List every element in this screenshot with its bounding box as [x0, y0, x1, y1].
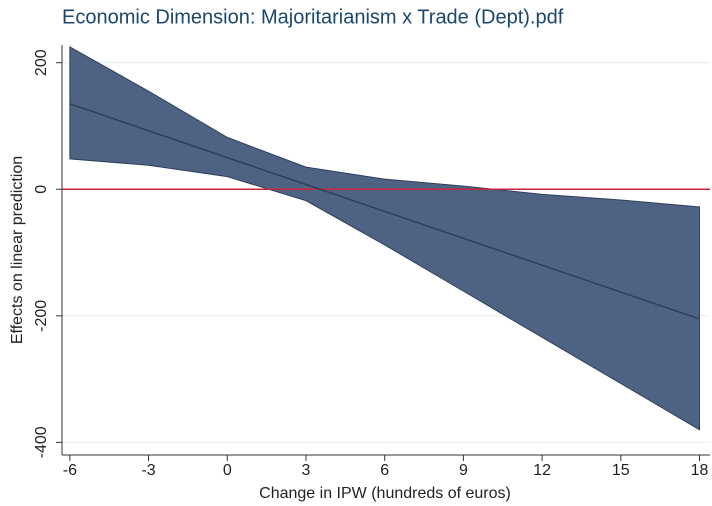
x-tick-label: 12 [533, 462, 551, 479]
x-axis-label: Change in IPW (hundreds of euros) [259, 485, 511, 502]
y-tick-label: -200 [33, 300, 50, 332]
x-tick-label: 15 [612, 462, 630, 479]
x-tick-label: 18 [691, 462, 709, 479]
y-tick-label: -400 [33, 426, 50, 458]
x-tick-label: 6 [380, 462, 389, 479]
x-tick-label: -6 [63, 462, 77, 479]
x-tick-label: 9 [459, 462, 468, 479]
x-tick-label: -3 [141, 462, 155, 479]
confidence-band [69, 46, 701, 431]
y-axis-label: Effects on linear prediction [9, 156, 26, 344]
y-tick-label: 200 [33, 49, 50, 76]
estimate-line [69, 103, 700, 320]
chart-title: Economic Dimension: Majoritarianism x Tr… [62, 6, 564, 28]
x-tick-label: 3 [302, 462, 311, 479]
x-tick-label: 0 [223, 462, 232, 479]
y-tick-label: 0 [33, 185, 50, 194]
